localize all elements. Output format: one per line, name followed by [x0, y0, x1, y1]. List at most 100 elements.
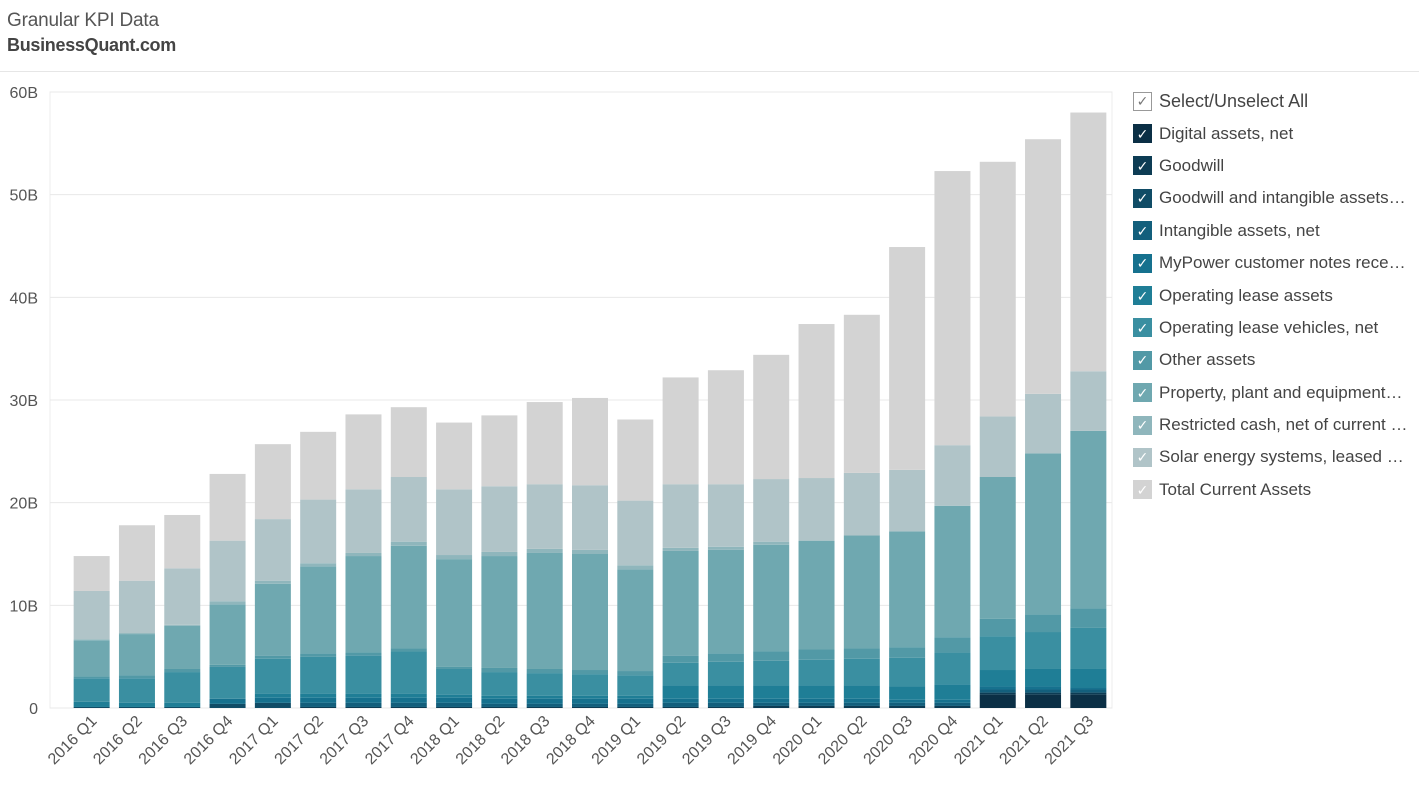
bar-segment: [753, 479, 790, 542]
checkbox-icon[interactable]: ✓: [1133, 221, 1152, 241]
x-tick-label: 2021 Q1: [951, 713, 1006, 768]
bar-segment: [1025, 686, 1062, 690]
checkbox-icon[interactable]: ✓: [1133, 286, 1152, 306]
checkbox-icon[interactable]: ✓: [1133, 383, 1152, 403]
legend-item[interactable]: ✓ Digital assets, net: [1133, 117, 1419, 149]
bar-segment: [572, 698, 608, 704]
checkbox-icon[interactable]: ✓: [1133, 480, 1152, 500]
bar-segment: [798, 478, 835, 541]
legend-item[interactable]: ✓ Solar energy systems, leased a…: [1133, 441, 1419, 473]
bar-segment: [1025, 139, 1062, 394]
legend-item[interactable]: ✓ Operating lease vehicles, net: [1133, 312, 1419, 344]
bar-segment: [572, 674, 608, 696]
bar-segment: [979, 692, 1016, 695]
legend-item[interactable]: ✓ Operating lease assets: [1133, 279, 1419, 311]
bar-segment: [481, 672, 518, 696]
bar-segment: [617, 500, 654, 566]
bar-segment: [345, 706, 382, 708]
legend-item[interactable]: ✓ Restricted cash, net of current …: [1133, 409, 1419, 441]
legend-label: Other assets: [1159, 350, 1256, 370]
legend-label: Solar energy systems, leased a…: [1159, 447, 1411, 467]
x-tick-label: 2016 Q2: [90, 713, 145, 768]
bar-segment: [481, 415, 518, 487]
bar-segment: [164, 702, 201, 707]
legend-item[interactable]: ✓ Goodwill: [1133, 150, 1419, 182]
bar-segment: [526, 552, 563, 669]
bar-segment: [1070, 694, 1107, 708]
bar-segment: [979, 689, 1016, 693]
legend-label: Operating lease vehicles, net: [1159, 317, 1379, 337]
bar-segment: [73, 639, 110, 641]
legend-items: ✓ Digital assets, net ✓ Goodwill ✓ Goodwill a…: [1133, 117, 1419, 506]
bar-segment: [1025, 692, 1062, 695]
bar-segment: [934, 505, 971, 638]
x-tick-label: 2020 Q3: [861, 713, 916, 768]
checkbox-icon[interactable]: ✓: [1133, 188, 1152, 208]
checkbox-icon[interactable]: ✓: [1133, 124, 1152, 144]
bar-segment: [390, 407, 427, 477]
bar-segment: [390, 541, 427, 546]
bar-segment: [889, 657, 926, 687]
bar-segment: [526, 668, 563, 674]
bar-segment: [73, 640, 110, 677]
checkbox-icon[interactable]: ✓: [1133, 91, 1152, 111]
bar-segment: [526, 402, 563, 485]
bar-segment: [798, 649, 835, 660]
bar-segment: [889, 705, 926, 708]
legend-item[interactable]: ✓ Other assets: [1133, 344, 1419, 376]
bar-segment: [843, 685, 880, 699]
checkbox-icon[interactable]: ✓: [1133, 447, 1152, 467]
bar-segment: [617, 706, 654, 708]
bar-segment: [572, 670, 608, 675]
checkbox-icon[interactable]: ✓: [1133, 350, 1152, 370]
bar-segment: [526, 706, 563, 708]
bar-segment: [526, 673, 563, 696]
bar-segment: [526, 703, 563, 707]
bar-segment: [934, 699, 971, 703]
bar-segment: [707, 653, 744, 662]
bar-segment: [73, 678, 110, 702]
legend-item[interactable]: ✓ Intangible assets, net: [1133, 215, 1419, 247]
bar-segment: [753, 354, 790, 480]
bar-segment: [390, 648, 427, 652]
bar-segment: [572, 706, 608, 708]
y-tick-label: 60B: [10, 85, 38, 102]
bar-segment: [1070, 608, 1107, 628]
bar-segment: [436, 697, 473, 703]
bar-segment: [798, 685, 835, 699]
x-tick-label: 2017 Q3: [317, 713, 372, 768]
legend-item[interactable]: ✓ Property, plant and equipment…: [1133, 377, 1419, 409]
bar-segment: [1070, 668, 1107, 688]
select-all-toggle[interactable]: ✓ Select/Unselect All: [1133, 85, 1419, 117]
legend-label: MyPower customer notes rece…: [1159, 253, 1406, 273]
bar-segment: [889, 531, 926, 648]
checkbox-icon[interactable]: ✓: [1133, 253, 1152, 273]
bar-segment: [979, 694, 1016, 708]
bar-segment: [345, 697, 382, 703]
bar-segment: [707, 370, 744, 485]
bar-segment: [753, 544, 790, 652]
legend-item[interactable]: ✓ MyPower customer notes rece…: [1133, 247, 1419, 279]
bar-segment: [300, 702, 337, 707]
bar-segment: [390, 697, 427, 703]
legend-item[interactable]: ✓ Goodwill and intangible assets…: [1133, 182, 1419, 214]
checkbox-icon[interactable]: ✓: [1133, 156, 1152, 176]
checkbox-icon[interactable]: ✓: [1133, 415, 1152, 435]
bar-segment: [843, 314, 880, 473]
bar-segment: [843, 658, 880, 686]
bar-segment: [254, 697, 291, 703]
bar-segment: [1070, 687, 1107, 690]
bar-segment: [617, 675, 654, 696]
bar-segment: [889, 247, 926, 470]
bar-segment: [481, 486, 518, 552]
checkbox-icon[interactable]: ✓: [1133, 318, 1152, 338]
bar-segment: [572, 397, 608, 486]
bar-segment: [345, 693, 382, 698]
bar-segment: [1025, 393, 1062, 454]
bar-segment: [481, 706, 518, 708]
bar-segment: [572, 703, 608, 707]
bar-segment: [526, 698, 563, 704]
bar-segment: [209, 601, 246, 605]
legend-item[interactable]: ✓ Total Current Assets: [1133, 474, 1419, 506]
